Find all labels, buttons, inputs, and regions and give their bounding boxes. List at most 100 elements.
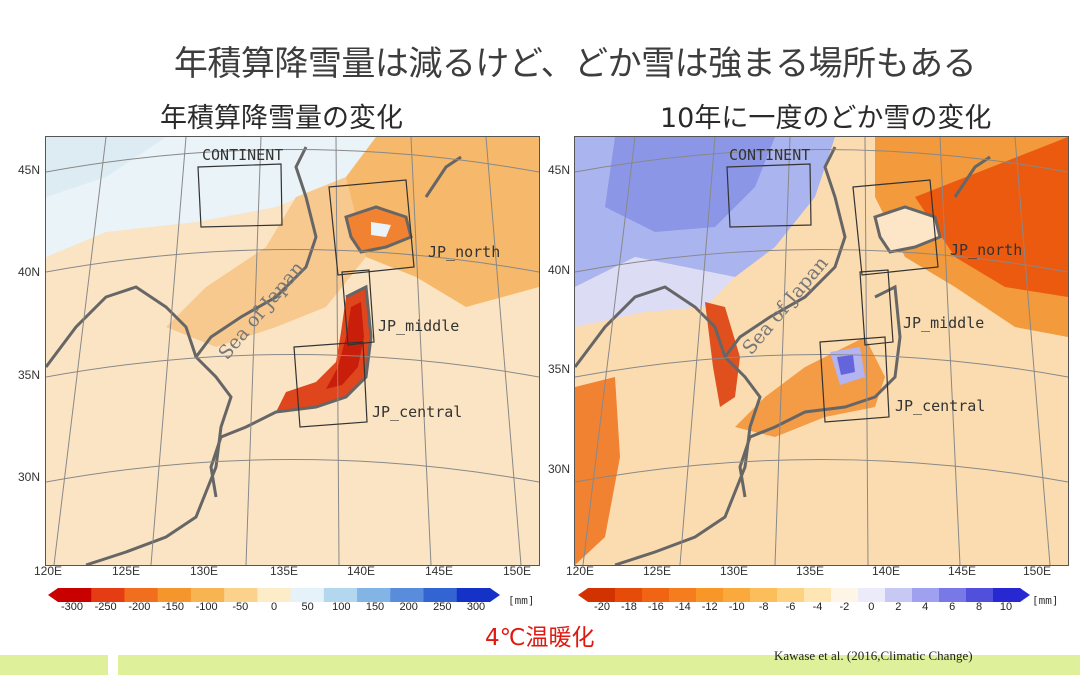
colorbar-min-arrow bbox=[578, 588, 588, 602]
colorbar-segment bbox=[939, 588, 967, 602]
colorbar-tick-label: -10 bbox=[728, 601, 745, 613]
colorbar-heavy-snowfall bbox=[578, 588, 1030, 602]
colorbar-segment bbox=[91, 588, 125, 602]
colorbar-segment bbox=[642, 588, 670, 602]
colorbar-segment bbox=[124, 588, 159, 602]
colorbar-tick-label: -300 bbox=[60, 601, 84, 613]
lat-label-30n: 30N bbox=[548, 462, 571, 476]
colorbar-segment bbox=[993, 588, 1021, 602]
annual-snowfall-change-map: CONTINENT JP_north JP_middle JP_central … bbox=[45, 136, 540, 566]
region-label-continent: CONTINENT bbox=[729, 146, 811, 164]
colorbar-segment bbox=[912, 588, 940, 602]
map-left-field bbox=[46, 137, 539, 565]
colorbar-tick-label: 300 bbox=[466, 601, 486, 613]
region-label-jp-north: JP_north bbox=[950, 241, 1023, 259]
colorbar-tick-label: -14 bbox=[674, 601, 691, 613]
lon-label-135e: 135E bbox=[270, 564, 299, 578]
colorbar-segment bbox=[777, 588, 805, 602]
colorbar-tick-label: 10 bbox=[999, 601, 1013, 613]
colorbar-segment bbox=[804, 588, 832, 602]
panel-title-annual-snowfall: 年積算降雪量の変化 bbox=[160, 103, 403, 134]
footer-bar-right bbox=[118, 655, 1080, 675]
colorbar-unit-left: [mm] bbox=[508, 594, 535, 607]
colorbar-tick-label: -12 bbox=[701, 601, 718, 613]
colorbar-tick-label: -2 bbox=[839, 601, 850, 613]
heavy-snowfall-change-map: CONTINENT JP_north JP_middle JP_central … bbox=[574, 136, 1069, 566]
lon-label-150e: 150E bbox=[503, 564, 532, 578]
colorbar-tick-label: 150 bbox=[365, 601, 385, 613]
colorbar-tick-label: 200 bbox=[399, 601, 418, 613]
colorbar-segment bbox=[966, 588, 994, 602]
region-label-jp-middle: JP_middle bbox=[378, 317, 460, 335]
colorbar-annual-snowfall bbox=[48, 588, 500, 602]
colorbar-tick-label: -150 bbox=[161, 601, 185, 613]
scenario-label: 4℃温暖化 bbox=[485, 625, 595, 651]
lon-label-150e: 150E bbox=[1023, 564, 1052, 578]
colorbar-tick-label: -20 bbox=[594, 601, 610, 613]
colorbar-tick-label: 0 bbox=[868, 601, 875, 613]
colorbar-segment bbox=[423, 588, 458, 602]
lat-label-40n: 40N bbox=[548, 263, 571, 277]
lon-label-140e: 140E bbox=[347, 564, 376, 578]
region-label-jp-north: JP_north bbox=[428, 243, 501, 261]
colorbar-tick-label: -4 bbox=[812, 601, 823, 613]
colorbar-segment bbox=[290, 588, 325, 602]
colorbar-segment bbox=[390, 588, 425, 602]
colorbar-tick-label: -8 bbox=[758, 601, 769, 613]
slide-title: 年積算降雪量は減るけど、どか雪は強まる場所もある bbox=[173, 44, 977, 84]
colorbar-segment bbox=[157, 588, 192, 602]
lat-label-30n: 30N bbox=[18, 470, 41, 484]
citation: Kawase et al. (2016,Climatic Change) bbox=[774, 648, 973, 663]
lat-label-35n: 35N bbox=[548, 362, 571, 376]
lat-label-45n: 45N bbox=[548, 163, 571, 177]
colorbar-tick-label: 50 bbox=[301, 601, 314, 613]
colorbar-segment bbox=[696, 588, 724, 602]
colorbar-segment bbox=[588, 588, 616, 602]
region-label-jp-central: JP_central bbox=[895, 397, 986, 415]
colorbar-segment bbox=[224, 588, 258, 602]
colorbar-segment bbox=[456, 588, 491, 602]
colorbar-tick-label: -18 bbox=[620, 601, 637, 613]
colorbar-tick-label: -50 bbox=[232, 601, 249, 613]
colorbar-tick-label: 8 bbox=[976, 601, 983, 613]
colorbar-segment bbox=[723, 588, 751, 602]
region-label-jp-middle: JP_middle bbox=[903, 314, 985, 332]
colorbar-tick-label: 2 bbox=[895, 601, 902, 613]
colorbar-segment bbox=[357, 588, 391, 602]
lon-label-135e: 135E bbox=[796, 564, 825, 578]
lon-label-125e: 125E bbox=[643, 564, 672, 578]
footer-bar-left bbox=[0, 655, 108, 675]
lon-label-125e: 125E bbox=[112, 564, 141, 578]
lon-label-145e: 145E bbox=[948, 564, 977, 578]
colorbar-max-arrow bbox=[1020, 588, 1030, 602]
colorbar-tick-label: -100 bbox=[195, 601, 218, 613]
colorbar-tick-label: 4 bbox=[922, 601, 929, 613]
colorbar-segment bbox=[615, 588, 643, 602]
lat-label-35n: 35N bbox=[18, 368, 41, 382]
colorbar-segment bbox=[885, 588, 913, 602]
colorbar-min-arrow bbox=[48, 588, 58, 602]
colorbar-segment bbox=[58, 588, 92, 602]
lon-label-120e: 120E bbox=[566, 564, 595, 578]
colorbar-segment bbox=[669, 588, 697, 602]
colorbar-segment bbox=[831, 588, 859, 602]
colorbar-tick-label: -250 bbox=[94, 601, 117, 613]
region-label-continent: CONTINENT bbox=[202, 146, 284, 164]
lon-label-140e: 140E bbox=[872, 564, 901, 578]
colorbar-tick-label: -16 bbox=[647, 601, 664, 613]
colorbar-segment bbox=[750, 588, 778, 602]
colorbar-tick-label: 100 bbox=[332, 601, 351, 613]
region-label-jp-central: JP_central bbox=[372, 403, 463, 421]
colorbar-tick-label: 0 bbox=[270, 601, 278, 613]
lon-label-145e: 145E bbox=[425, 564, 454, 578]
colorbar-tick-label: 6 bbox=[949, 601, 956, 613]
colorbar-tick-label: -200 bbox=[128, 601, 151, 613]
colorbar-tick-label: 250 bbox=[433, 601, 452, 613]
panel-title-heavy-snowfall: 10年に一度のどか雪の変化 bbox=[660, 103, 992, 134]
lon-label-120e: 120E bbox=[34, 564, 63, 578]
lon-label-130e: 130E bbox=[720, 564, 749, 578]
lon-label-130e: 130E bbox=[190, 564, 219, 578]
colorbar-max-arrow bbox=[490, 588, 500, 602]
colorbar-unit-right: [mm] bbox=[1032, 594, 1059, 607]
colorbar-segment bbox=[190, 588, 225, 602]
